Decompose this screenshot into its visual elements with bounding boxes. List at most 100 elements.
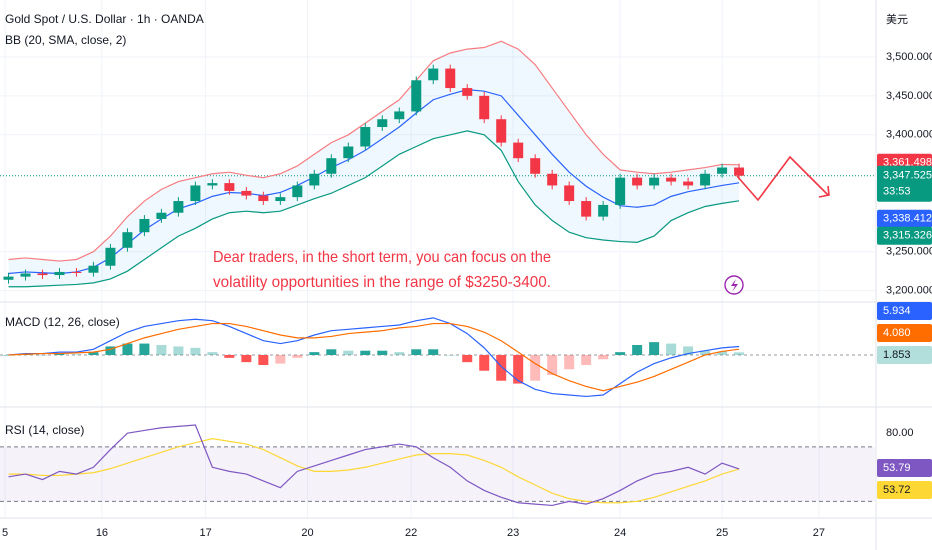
macd-histogram-bar <box>411 349 422 355</box>
macd-histogram-bar <box>37 355 48 356</box>
value-badge-label: 5.934 <box>883 305 911 317</box>
candle-body <box>394 111 405 120</box>
candle-body <box>3 276 14 280</box>
candle-body <box>241 190 252 196</box>
macd-histogram-bar <box>683 346 694 355</box>
macd-histogram-bar <box>343 350 354 355</box>
price-axis: 5 16 17 20 22 23 24 25 27 3,200.000 3,250.000 3,400… <box>2 51 932 539</box>
y-tick-label: 3,200.000 <box>886 285 932 297</box>
candle-body <box>734 167 745 176</box>
macd-histogram-bar <box>581 355 592 365</box>
y-tick-label: 3,400.000 <box>886 129 932 141</box>
y-tick-label: 3,450.000 <box>886 90 932 102</box>
candle-body <box>343 146 354 159</box>
macd-histogram-bar <box>122 343 133 355</box>
candle-body <box>564 185 575 202</box>
indicator-title: MACD (12, 26, close) <box>5 315 120 329</box>
macd-histogram-bar <box>615 352 626 355</box>
candle-body <box>173 201 184 213</box>
candle-body <box>717 167 728 174</box>
bb-upper <box>8 40 740 262</box>
value-badge-label: 3,338.412 <box>883 213 932 225</box>
candle-body <box>88 265 99 273</box>
value-badge-label: 3,315.326 <box>883 230 932 242</box>
macd-histogram-bar <box>105 346 116 355</box>
macd-histogram-bar <box>734 352 745 355</box>
macd-histogram-bar <box>700 350 711 355</box>
macd-histogram-bar <box>258 355 269 365</box>
indicator-title: BB (20, SMA, close, 2) <box>5 33 126 47</box>
candle-body <box>530 158 541 174</box>
macd-line <box>8 317 740 398</box>
macd-histogram-bar <box>326 349 337 355</box>
x-tick-label: 16 <box>96 527 108 539</box>
y-tick-label: 3,500.000 <box>886 51 932 63</box>
candle-body <box>615 177 626 205</box>
macd-histogram-bar <box>54 353 65 355</box>
plot <box>3 40 745 507</box>
macd-histogram-bar <box>462 355 473 363</box>
macd-histogram-bar <box>513 355 524 384</box>
bb-fill <box>8 41 740 287</box>
rsi-ma-line <box>8 438 740 504</box>
y-tick-label: 3,250.000 <box>886 246 932 258</box>
macd-histogram-bar <box>666 343 677 355</box>
candle-body <box>462 88 473 96</box>
candle-body <box>258 195 269 202</box>
x-tick-label: 25 <box>716 527 728 539</box>
candle-body <box>360 127 371 147</box>
macd-histogram-bar <box>479 355 490 371</box>
x-tick-label: 17 <box>199 527 211 539</box>
candle-body <box>700 173 711 186</box>
value-badge-label: 53.79 <box>883 462 911 474</box>
macd-histogram-bar <box>190 347 201 355</box>
value-badge-label: 4.080 <box>883 327 911 339</box>
candle-body <box>139 218 150 233</box>
x-tick-label: 22 <box>405 527 417 539</box>
candle-body <box>666 177 677 182</box>
macd-histogram-bar <box>717 351 728 355</box>
candle-body <box>683 181 694 186</box>
macd-histogram-bar <box>547 355 558 375</box>
value-badge-label: 3,347.525 <box>883 170 932 182</box>
value-badge <box>877 346 932 364</box>
candle-body <box>445 68 456 89</box>
candle-body <box>326 158 337 174</box>
macd-histogram-bar <box>649 342 660 355</box>
annotation: volatility opportunities in the range of… <box>213 274 551 291</box>
candle-body <box>275 197 286 202</box>
macd-histogram-bar <box>530 355 541 381</box>
candle-body <box>224 183 235 191</box>
value-badge-label: 53.72 <box>883 484 911 496</box>
x-tick-label: 24 <box>614 527 626 539</box>
indicator-title: RSI (14, close) <box>5 423 84 437</box>
value-badge <box>877 459 932 477</box>
macd-histogram-bar <box>275 355 286 364</box>
x-tick-label: 27 <box>813 527 825 539</box>
candle-body <box>122 232 133 248</box>
value-badge <box>877 302 932 320</box>
macd-histogram-bar <box>377 350 388 355</box>
candle-body <box>513 142 524 159</box>
macd-histogram-bar <box>360 350 371 355</box>
signal-line <box>8 322 740 392</box>
macd-histogram-bar <box>71 354 82 355</box>
macd-histogram-bar <box>445 355 456 356</box>
candle-body <box>190 185 201 202</box>
currency-label: 美元 <box>886 13 908 26</box>
forecast-path <box>736 155 829 202</box>
value-badge <box>877 226 932 245</box>
value-badge <box>877 481 932 499</box>
candle-body <box>411 80 422 112</box>
candle-body <box>649 177 660 186</box>
macd-histogram-bar <box>598 355 609 360</box>
macd-histogram-bar <box>207 352 218 355</box>
x-tick-label: 23 <box>507 527 519 539</box>
macd-histogram-bar <box>173 346 184 355</box>
event-icon-bolt <box>731 279 738 292</box>
candle-body <box>479 95 490 120</box>
candle-body <box>547 173 558 186</box>
bb-lower <box>8 130 740 288</box>
macd-histogram-bar <box>632 345 643 355</box>
candle-body <box>632 177 643 186</box>
